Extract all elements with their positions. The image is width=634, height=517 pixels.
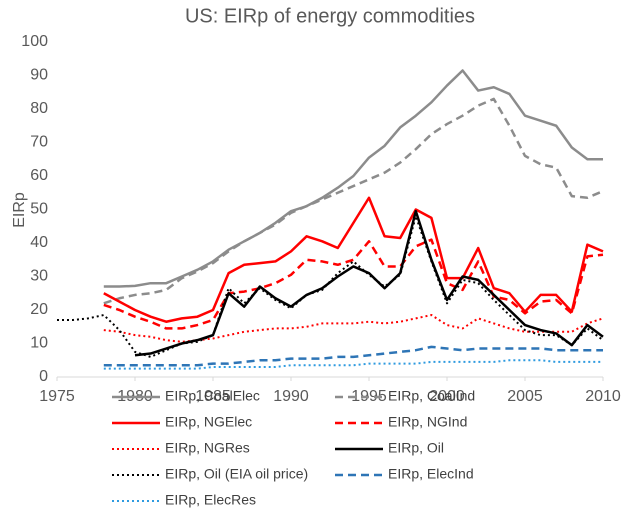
y-tick-label: 0 <box>39 368 48 385</box>
legend-label: EIRp, Oil (EIA oil price) <box>165 466 308 482</box>
series-line <box>103 345 603 367</box>
legend-label: EIRp, ElecInd <box>388 466 474 482</box>
y-tick-label: 100 <box>21 33 48 50</box>
y-tick-label: 40 <box>30 234 48 251</box>
y-tick-label: 70 <box>30 134 48 151</box>
y-tick-label: 20 <box>30 301 48 318</box>
series-line <box>134 209 604 357</box>
x-tick-label: 2000 <box>429 388 465 405</box>
legend-label: EIRp, CoalElec <box>165 388 260 404</box>
y-tick-label: 80 <box>30 100 48 117</box>
x-tick-label: 2005 <box>507 388 543 405</box>
legend-label: EIRp, Oil <box>388 440 444 456</box>
y-tick-label: 30 <box>30 268 48 285</box>
series-line <box>103 69 603 288</box>
x-tick-label: 1985 <box>195 388 231 405</box>
x-tick-label: 2010 <box>585 388 621 405</box>
y-tick-label: 50 <box>30 201 48 218</box>
legend-label: EIRp, ElecRes <box>165 492 256 508</box>
x-tick-label: 1995 <box>351 388 387 405</box>
y-tick-label: 60 <box>30 167 48 184</box>
legend-label: EIRp, CoalInd <box>388 388 475 404</box>
series-line <box>103 97 604 305</box>
y-axis-label: EIRp <box>11 192 28 228</box>
x-tick-label: 1990 <box>273 388 309 405</box>
y-tick-label: 90 <box>30 67 48 84</box>
x-tick-label: 1975 <box>39 388 75 405</box>
series-line <box>103 196 604 323</box>
series-line <box>103 359 603 370</box>
legend-label: EIRp, NGElec <box>165 414 252 430</box>
y-tick-label: 10 <box>30 335 48 352</box>
legend-label: EIRp, NGInd <box>388 414 467 430</box>
legend-label: EIRp, NGRes <box>165 440 250 456</box>
chart-title: US: EIRp of energy commodities <box>185 5 475 27</box>
series-line <box>103 238 604 330</box>
